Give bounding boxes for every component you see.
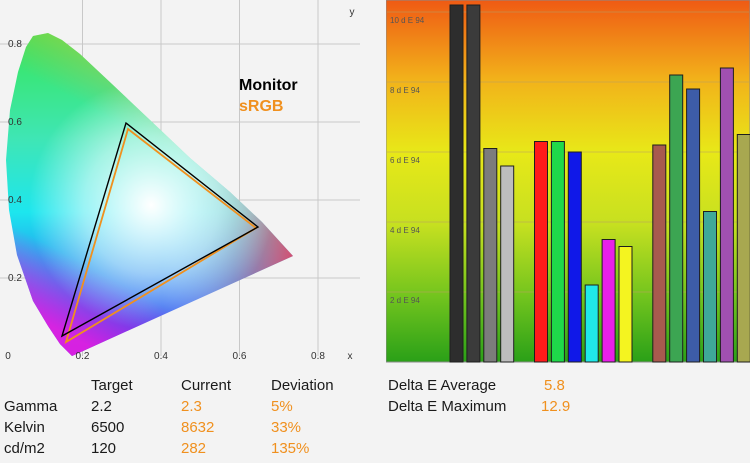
row-label: Kelvin (4, 419, 45, 436)
delta-e-bar (601, 239, 616, 363)
delta-e-bar (534, 141, 548, 363)
cie-x-tick-label: 0 (5, 351, 11, 362)
deviation-value: 33% (271, 419, 302, 436)
delta-e-bar (584, 284, 599, 363)
target-value: 120 (91, 440, 117, 457)
delta-e-tick-labels: 10 d E 94 8 d E 94 6 d E 94 4 d E 94 2 d E 9… (390, 16, 425, 305)
delta-e-bar (500, 165, 515, 363)
cie-y-tick-label: 0.4 (8, 195, 22, 206)
delta-e-average-value: 5.8 (544, 377, 565, 394)
current-value: 2.3 (181, 398, 202, 415)
delta-e-bar (618, 246, 633, 363)
delta-e-bar (567, 151, 582, 363)
cie-x-tick-label: 0.2 (76, 351, 90, 362)
srgb-gamut-triangle (64, 127, 258, 344)
target-value: 6500 (91, 419, 125, 436)
delta-e-tick-label: 4 d E 94 (390, 226, 420, 235)
delta-e-bar (652, 144, 667, 363)
delta-e-tick-label: 10 d E 94 (390, 16, 425, 25)
delta-e-summary: Delta E Average 5.8 Delta E Maximum 12.9 (386, 377, 750, 427)
legend-srgb: sRGB (239, 98, 283, 115)
delta-e-average-label: Delta E Average (388, 377, 497, 394)
delta-e-bars (449, 4, 750, 363)
header-deviation: Deviation (271, 377, 334, 394)
delta-e-bar (719, 67, 734, 363)
header-current: Current (181, 377, 232, 394)
delta-e-bar (550, 141, 565, 363)
monitor-gamut-triangle (60, 121, 260, 338)
current-value: 8632 (181, 419, 215, 436)
cie-x-axis-label: x (348, 351, 353, 362)
delta-e-bar (703, 211, 717, 363)
delta-e-bar (466, 4, 481, 363)
cie-x-tick-label: 0.6 (233, 351, 247, 362)
cie-y-axis-label: y (350, 7, 355, 18)
cie-x-tick-label: 0.4 (154, 351, 168, 362)
cie-y-tick-label: 0.2 (8, 273, 22, 284)
delta-e-tick-label: 8 d E 94 (390, 86, 420, 95)
delta-e-bar (669, 74, 684, 363)
delta-e-bar (736, 134, 750, 363)
delta-e-maximum-label: Delta E Maximum (388, 398, 507, 415)
cie-chromaticity-chart: 0 0.2 0.4 0.6 0.8 0.2 0.4 0.6 0.8 y x Monitor sR… (0, 0, 360, 366)
calibration-stats-table: Target Current Deviation Gamma 2.2 2.3 5… (0, 377, 380, 463)
deviation-value: 5% (271, 398, 293, 415)
row-label: Gamma (4, 398, 58, 415)
cie-y-tick-label: 0.8 (8, 39, 22, 50)
target-value: 2.2 (91, 398, 112, 415)
delta-e-tick-label: 2 d E 94 (390, 296, 420, 305)
cie-y-tick-label: 0.6 (8, 117, 22, 128)
delta-e-bar-chart: 10 d E 94 8 d E 94 6 d E 94 4 d E 94 2 d E 9… (386, 0, 750, 363)
row-label: cd/m2 (4, 440, 45, 457)
delta-e-tick-label: 6 d E 94 (390, 156, 420, 165)
current-value: 282 (181, 440, 207, 457)
delta-e-bar (449, 4, 464, 363)
cie-axis-labels: 0 0.2 0.4 0.6 0.8 0.2 0.4 0.6 0.8 (5, 39, 325, 362)
delta-e-bar (483, 148, 498, 363)
legend-monitor: Monitor (239, 77, 298, 94)
cie-x-tick-label: 0.8 (311, 351, 325, 362)
deviation-value: 135% (271, 440, 310, 457)
delta-e-bar (686, 88, 701, 363)
header-target: Target (91, 377, 133, 394)
delta-e-maximum-value: 12.9 (541, 398, 571, 415)
